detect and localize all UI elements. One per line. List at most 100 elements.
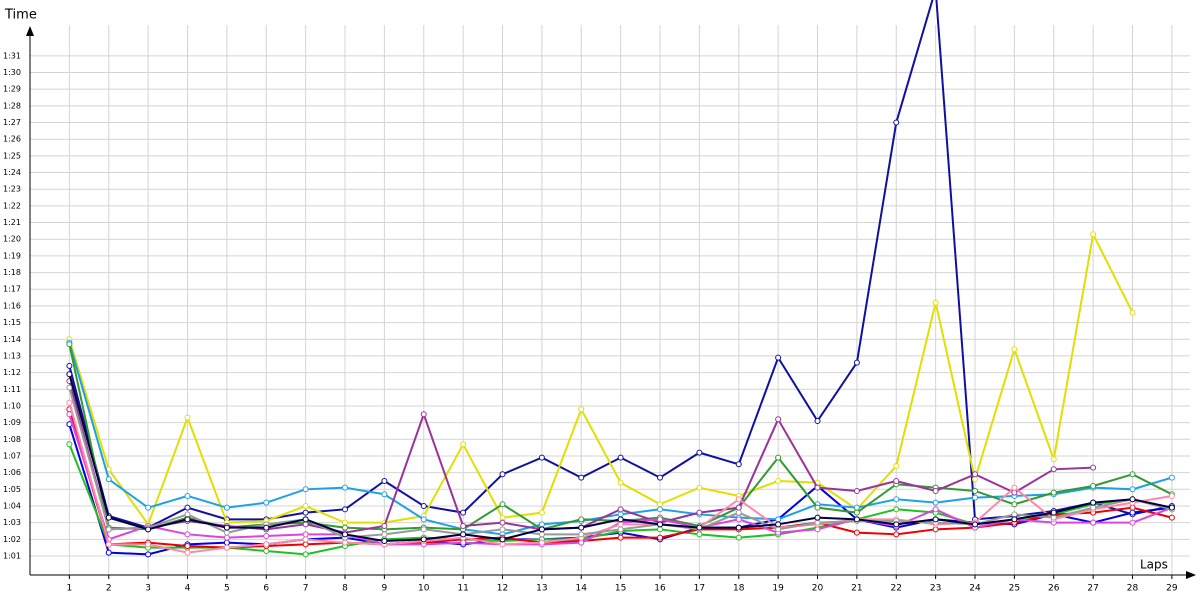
point <box>184 414 191 421</box>
point <box>1011 511 1018 518</box>
point <box>578 539 585 546</box>
point <box>1168 514 1175 521</box>
point <box>1129 486 1136 493</box>
point <box>657 474 664 481</box>
y-tick-label: 1:27 <box>3 118 21 127</box>
point <box>1129 504 1136 511</box>
y-tick-label: 1:23 <box>3 185 21 194</box>
point <box>381 491 388 498</box>
point <box>657 516 664 523</box>
point <box>460 522 467 529</box>
y-tick-label: 1:16 <box>3 301 21 310</box>
point <box>1129 519 1136 526</box>
point <box>972 487 979 494</box>
point <box>696 524 703 531</box>
point <box>302 502 309 509</box>
point <box>578 474 585 481</box>
y-tick-label: 1:02 <box>3 535 21 544</box>
point <box>105 549 112 556</box>
point <box>972 521 979 528</box>
point <box>184 531 191 538</box>
point <box>263 499 270 506</box>
y-tick-label: 1:07 <box>3 451 21 460</box>
point <box>381 531 388 538</box>
point <box>1168 504 1175 511</box>
point <box>1129 509 1136 516</box>
point <box>381 537 388 544</box>
y-tick-label: 1:06 <box>3 468 21 477</box>
point <box>381 477 388 484</box>
point <box>932 506 939 513</box>
y-tick-label: 1:31 <box>3 51 21 60</box>
point <box>972 471 979 478</box>
point <box>775 354 782 361</box>
point <box>342 519 349 526</box>
point <box>578 516 585 523</box>
y-tick-label: 1:11 <box>3 385 21 394</box>
point <box>460 509 467 516</box>
point <box>342 524 349 531</box>
point <box>145 541 152 548</box>
plot-area <box>66 0 1175 558</box>
point <box>617 534 624 541</box>
x-tick-label: 24 <box>969 584 981 594</box>
point <box>735 534 742 541</box>
point <box>617 521 624 528</box>
point <box>814 514 821 521</box>
y-tick-label: 1:30 <box>3 68 21 77</box>
point <box>342 484 349 491</box>
point <box>775 516 782 523</box>
point <box>263 524 270 531</box>
y-tick-label: 1:24 <box>3 168 21 177</box>
point <box>66 371 73 378</box>
point <box>1011 484 1018 491</box>
point <box>657 501 664 508</box>
y-tick-label: 1:19 <box>3 251 21 260</box>
point <box>696 449 703 456</box>
point <box>1050 509 1057 516</box>
x-tick-label: 11 <box>457 584 468 594</box>
point <box>972 476 979 483</box>
point <box>1168 474 1175 481</box>
point <box>735 524 742 531</box>
point <box>184 511 191 518</box>
point <box>617 479 624 486</box>
x-tick-label: 17 <box>694 584 705 594</box>
x-tick-label: 19 <box>772 584 784 594</box>
point <box>499 471 506 478</box>
point <box>381 522 388 529</box>
point <box>184 516 191 523</box>
point <box>617 506 624 513</box>
x-tick-label: 20 <box>812 584 824 594</box>
point <box>735 509 742 516</box>
point <box>1168 492 1175 499</box>
point <box>499 519 506 526</box>
point <box>538 509 545 516</box>
point <box>775 526 782 533</box>
point <box>184 492 191 499</box>
x-tick-label: 15 <box>615 584 626 594</box>
point <box>775 454 782 461</box>
point <box>972 494 979 501</box>
point <box>657 506 664 513</box>
point <box>499 536 506 543</box>
point <box>460 441 467 448</box>
point <box>853 504 860 511</box>
y-tick-label: 1:05 <box>3 485 21 494</box>
point <box>1090 482 1097 489</box>
point <box>932 499 939 506</box>
point <box>735 516 742 523</box>
y-tick-label: 1:12 <box>3 368 21 377</box>
point <box>696 484 703 491</box>
point <box>1011 516 1018 523</box>
point <box>263 547 270 554</box>
x-tick-label: 4 <box>185 584 191 594</box>
y-tick-label: 1:20 <box>3 235 21 244</box>
y-tick-label: 1:29 <box>3 85 21 94</box>
point <box>814 504 821 511</box>
x-arrow <box>1186 571 1196 579</box>
point <box>893 477 900 484</box>
point <box>66 399 73 406</box>
x-tick-label: 18 <box>733 584 745 594</box>
point <box>1050 466 1057 473</box>
